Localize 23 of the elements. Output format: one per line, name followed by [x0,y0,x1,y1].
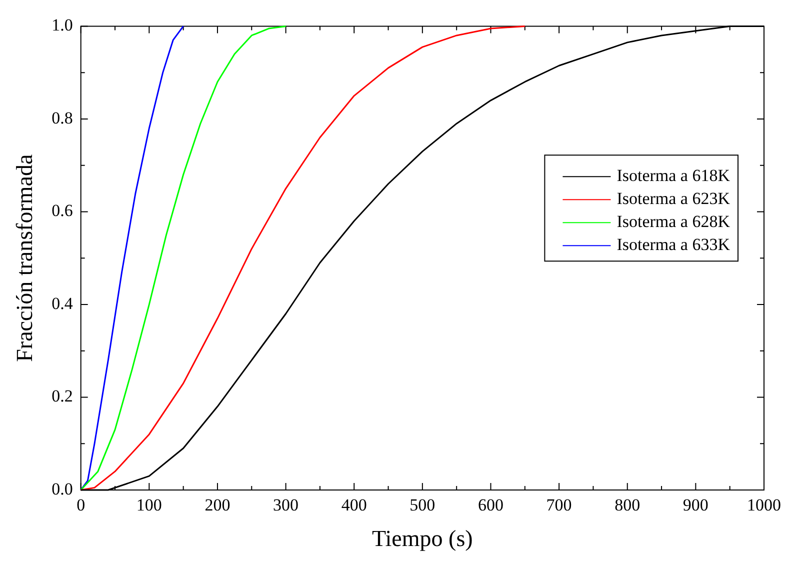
legend-label: Isoterma a 628K [616,212,731,232]
x-tick-label: 0 [76,496,86,515]
y-tick-label: 1.0 [52,16,73,35]
x-tick-label: 200 [204,496,230,515]
y-tick-label: 0.4 [52,294,74,313]
x-tick-label: 700 [546,496,572,515]
x-tick-label: 800 [614,496,640,515]
x-axis-title: Tiempo (s) [372,526,473,552]
x-tick-label: 500 [410,496,436,515]
x-tick-label: 900 [682,496,708,515]
x-tick-label: 300 [273,496,299,515]
x-tick-label: 400 [341,496,367,515]
y-tick-label: 0.6 [52,201,73,220]
y-tick-label: 0.0 [52,479,73,498]
y-tick-label: 0.8 [52,108,73,128]
x-tick-label: 100 [136,496,162,515]
x-tick-label: 1000 [747,496,781,515]
y-tick-label: 0.2 [52,386,73,406]
legend-label: Isoterma a 633K [616,235,731,254]
x-tick-label: 600 [478,496,504,515]
legend-label: Isoterma a 618K [616,166,731,186]
y-axis-title: Fracción transformada [12,154,37,362]
legend-label: Isoterma a 623K [616,189,731,208]
